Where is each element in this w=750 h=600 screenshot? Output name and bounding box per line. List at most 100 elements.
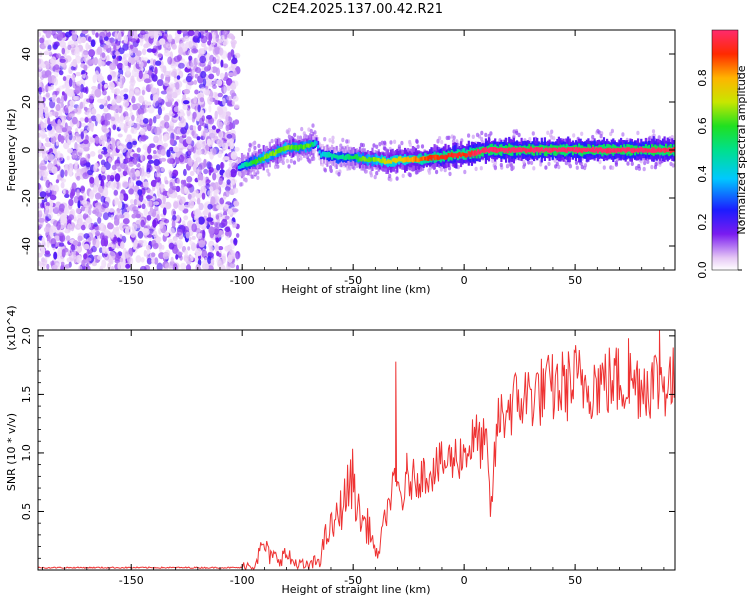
noise-speckle (160, 73, 164, 80)
noise-speckle (84, 220, 92, 229)
noise-speckle (229, 141, 235, 150)
ridge-cell (275, 150, 278, 155)
noise-speckle (56, 97, 61, 104)
ridge-cell (386, 159, 390, 164)
noise-speckle (63, 206, 70, 215)
noise-speckle (113, 110, 119, 119)
noise-speckle (177, 30, 182, 35)
ridge-halo (443, 167, 447, 173)
ridge-cell (326, 152, 329, 158)
noise-speckle (230, 168, 237, 178)
noise-speckle (154, 30, 160, 34)
ridge-cell (491, 147, 494, 152)
ridge-halo (407, 172, 411, 177)
ridge-cell (331, 154, 334, 160)
noise-speckle (86, 59, 94, 65)
noise-speckle (220, 34, 225, 42)
noise-speckle (207, 265, 214, 270)
ridge-cell (432, 154, 435, 159)
noise-speckle (213, 182, 221, 191)
noise-speckle (184, 188, 190, 195)
noise-speckle (170, 122, 175, 127)
ridge-cell (422, 156, 425, 161)
noise-speckle (108, 157, 112, 164)
noise-speckle (195, 218, 200, 225)
ridge-cell (470, 150, 473, 156)
noise-speckle (38, 81, 42, 87)
noise-speckle (218, 177, 223, 185)
ridge-halo (467, 133, 471, 138)
noise-speckle (162, 252, 170, 260)
ridge-cell (374, 157, 377, 162)
ridge-halo (669, 161, 673, 167)
noise-speckle (108, 251, 116, 260)
noise-speckle (67, 148, 73, 154)
noise-speckle (122, 211, 130, 220)
noise-speckle (58, 85, 65, 90)
noise-speckle (162, 195, 166, 205)
noise-speckle (160, 149, 166, 156)
noise-speckle (163, 70, 171, 78)
noise-speckle (231, 134, 236, 140)
ridge-halo (341, 137, 345, 143)
noise-speckle (118, 200, 123, 210)
noise-speckle (101, 150, 108, 155)
ridge-cell (320, 153, 323, 158)
noise-speckle (224, 186, 231, 192)
noise-speckle (222, 156, 230, 161)
noise-speckle (167, 56, 173, 65)
ridge-cell (281, 147, 284, 151)
noise-speckle (60, 264, 65, 270)
noise-speckle (83, 201, 91, 208)
ridge-cell (321, 151, 324, 157)
noise-speckle (82, 139, 89, 145)
noise-speckle (193, 189, 199, 195)
noise-speckle (80, 224, 86, 231)
noise-speckle (212, 84, 217, 90)
colorbar-tick-label: 0.2 (696, 213, 709, 231)
noise-speckle (74, 161, 79, 167)
noise-speckle (119, 90, 125, 97)
ridge-cell (522, 147, 525, 151)
noise-speckle (123, 163, 128, 172)
noise-speckle (179, 255, 183, 261)
ridge-cell (576, 147, 579, 154)
noise-speckle (83, 233, 90, 239)
noise-speckle (153, 135, 159, 144)
signal-ridge (236, 123, 675, 187)
ridge-cell (554, 147, 557, 151)
x-tick-label: -150 (119, 274, 144, 287)
ridge-cell (517, 147, 520, 153)
noise-speckle (60, 214, 67, 224)
noise-speckle (154, 66, 158, 75)
noise-speckle (191, 116, 195, 123)
ridge-cell (571, 147, 574, 152)
ridge-cell (284, 146, 287, 151)
noise-speckle (211, 148, 217, 156)
noise-speckle (141, 48, 147, 56)
noise-speckle (148, 65, 155, 71)
ridge-halo (323, 168, 327, 173)
noise-speckle (233, 119, 240, 125)
noise-speckle (162, 207, 167, 216)
noise-speckle (67, 44, 72, 50)
ridge-cell (376, 157, 379, 161)
noise-speckle (129, 199, 134, 205)
ridge-cell (427, 155, 430, 161)
noise-speckle (220, 59, 224, 68)
ridge-cell (335, 154, 338, 159)
ridge-halo (475, 132, 480, 138)
noise-speckle (222, 195, 227, 200)
noise-speckle (150, 34, 155, 39)
noise-speckle (188, 200, 195, 209)
ridge-halo (257, 143, 261, 149)
noise-speckle (114, 173, 121, 182)
noise-speckle (71, 182, 77, 191)
ridge-cell (542, 145, 545, 154)
ridge-cell (466, 149, 469, 158)
noise-speckle (130, 38, 137, 43)
ridge-halo (389, 140, 393, 145)
ridge-cell (368, 157, 371, 163)
ridge-halo (506, 163, 510, 168)
